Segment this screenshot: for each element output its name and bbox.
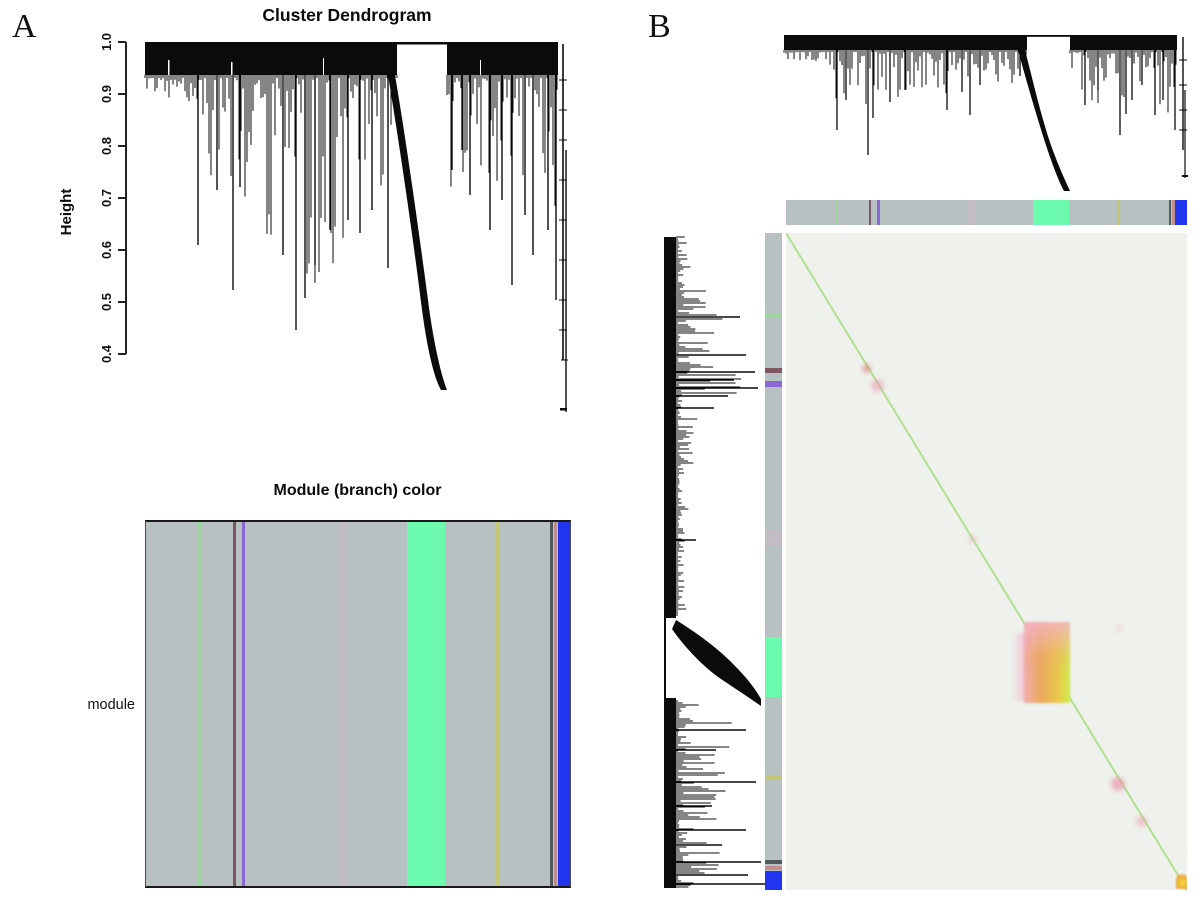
module-segment-black <box>550 522 554 886</box>
module-segment-darkred <box>765 368 782 373</box>
module-segment-black <box>1168 200 1172 225</box>
diagonal-smudge <box>1111 777 1125 791</box>
module-segment-darkred <box>233 522 237 886</box>
module-segment-green <box>197 522 201 886</box>
module-segment-rosybrown <box>765 865 782 871</box>
module-segment-blue <box>557 522 570 886</box>
module-segment-blue <box>765 870 782 890</box>
module-segment-purple <box>241 522 246 886</box>
tom-heatmap <box>786 233 1187 890</box>
module-segment-rosybrown <box>1172 200 1175 225</box>
gene-dendrogram-top <box>783 35 1188 191</box>
heatmap-diagonal <box>786 233 1187 890</box>
y-axis-tick-label: 1.0 <box>99 32 114 52</box>
gene-dendrogram-left <box>664 236 768 888</box>
module-row-label: module <box>87 697 135 713</box>
y-axis-tick-label: 0.8 <box>99 136 114 156</box>
y-axis-tick-label: 0.6 <box>99 240 114 260</box>
diagonal-smudge <box>968 535 977 544</box>
module-segment-pale <box>765 529 782 546</box>
module-segment-yellow <box>1117 200 1120 225</box>
module-strip-left <box>765 233 782 890</box>
y-axis-tick-label: 0.4 <box>99 344 114 364</box>
diagonal-smudge <box>862 364 871 373</box>
module-segment-green <box>765 313 782 318</box>
module-segment-green <box>834 200 838 225</box>
module-bar-title: Module (branch) color <box>273 482 442 499</box>
module-segment-aquamarine <box>406 522 446 886</box>
panel-b-label: B <box>648 8 671 45</box>
diagonal-smudge <box>1116 625 1123 632</box>
y-axis-tick-label: 0.5 <box>99 292 114 312</box>
module-segment-rosybrown <box>554 522 558 886</box>
module-strip-top <box>786 200 1187 225</box>
module-segment-black <box>765 859 782 865</box>
module-segment-blue <box>1175 200 1187 225</box>
module-segment-aquamarine <box>765 637 782 697</box>
module-color-bar <box>145 520 571 888</box>
module-segment-aquamarine <box>1032 200 1070 225</box>
height-axis-label: Height <box>58 188 75 236</box>
module-segment-yellow <box>765 775 782 780</box>
cluster-dendrogram-title: Cluster Dendrogram <box>262 5 432 25</box>
module-segment-purple <box>765 381 782 387</box>
module-segment-pale <box>337 522 348 886</box>
tom-hotspot-blue <box>1176 874 1187 889</box>
module-segment-purple <box>876 200 880 225</box>
cluster-dendrogram-plot <box>118 41 568 412</box>
diagonal-smudge <box>871 379 884 392</box>
diagonal-smudge <box>1136 816 1147 827</box>
y-axis-tick-label: 0.7 <box>99 188 114 208</box>
module-segment-pale <box>967 200 977 225</box>
module-segment-darkred <box>868 200 872 225</box>
y-axis-tick-label: 0.9 <box>99 84 114 104</box>
tom-hotspot-aquamarine <box>1024 622 1070 703</box>
module-segment-yellow <box>496 522 499 886</box>
panel-a-label: A <box>12 8 37 45</box>
